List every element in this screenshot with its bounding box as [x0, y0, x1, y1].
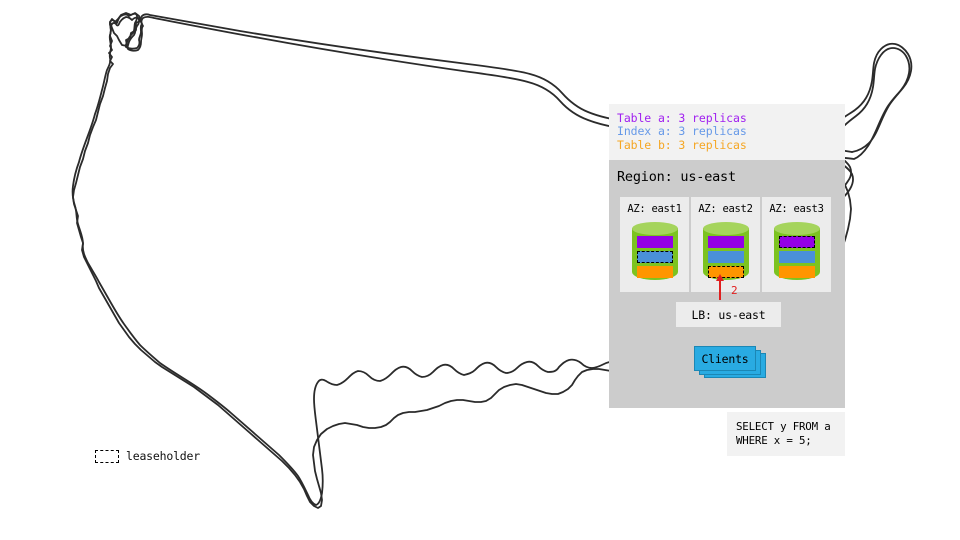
- node-cylinder-east1: [631, 222, 678, 284]
- clients-label: Clients: [701, 351, 749, 366]
- availability-zone-row: AZ: east1 AZ: east2: [620, 197, 831, 292]
- replica-table-b: [707, 266, 744, 278]
- replica-table-b: [778, 266, 815, 278]
- replica-stack-east3: [778, 236, 815, 278]
- replica-table-b: [636, 266, 673, 278]
- az-box-east3: AZ: east3: [762, 197, 831, 292]
- replica-index-a: [778, 251, 815, 263]
- legend-row-table-a: Table a: 3 replicas: [617, 111, 747, 125]
- leaseholder-legend: leaseholder: [95, 449, 200, 463]
- load-balancer-label: LB: us-east: [691, 307, 766, 322]
- node-cylinder-east3: [773, 222, 820, 284]
- leaseholder-legend-label: leaseholder: [126, 449, 200, 463]
- az-title-east1: AZ: east1: [627, 203, 682, 215]
- sql-line-2: WHERE x = 5;: [736, 433, 812, 447]
- region-panel-us-east: Region: us-east AZ: east1 AZ: east2: [609, 160, 845, 408]
- clients-stack: Clients: [694, 346, 766, 378]
- replica-stack-east2: [707, 236, 744, 278]
- legend-row-table-b: Table b: 3 replicas: [617, 137, 747, 152]
- leaseholder-swatch-icon: [95, 449, 119, 463]
- clients-card-front: Clients: [694, 346, 756, 371]
- replica-table-a: [636, 236, 673, 248]
- cylinder-top: [702, 222, 749, 235]
- region-title: Region: us-east: [617, 169, 736, 185]
- cylinder-top: [631, 222, 678, 235]
- az-box-east1: AZ: east1: [620, 197, 689, 292]
- az-title-east3: AZ: east3: [769, 203, 824, 215]
- load-balancer-box: LB: us-east: [676, 302, 781, 327]
- replica-index-a: [636, 251, 673, 263]
- replica-legend-panel: Table a: 3 replicas Index a: 3 replicas …: [609, 104, 845, 160]
- flow-arrow-label-2: 2: [731, 284, 738, 297]
- cylinder-top: [773, 222, 820, 235]
- node-cylinder-east2: [702, 222, 749, 284]
- legend-row-index-a: Index a: 3 replicas: [617, 124, 747, 139]
- az-title-east2: AZ: east2: [698, 203, 753, 215]
- replica-table-a: [707, 236, 744, 248]
- replica-table-a: [778, 236, 815, 248]
- sql-query-callout: SELECT y FROM a WHERE x = 5;: [727, 412, 845, 456]
- sql-line-1: SELECT y FROM a: [736, 420, 831, 433]
- replica-stack-east1: [636, 236, 673, 278]
- flow-arrow-step-2: [715, 274, 724, 300]
- replica-index-a: [707, 251, 744, 263]
- az-box-east2: AZ: east2: [691, 197, 760, 292]
- us-north-border: [109, 12, 853, 153]
